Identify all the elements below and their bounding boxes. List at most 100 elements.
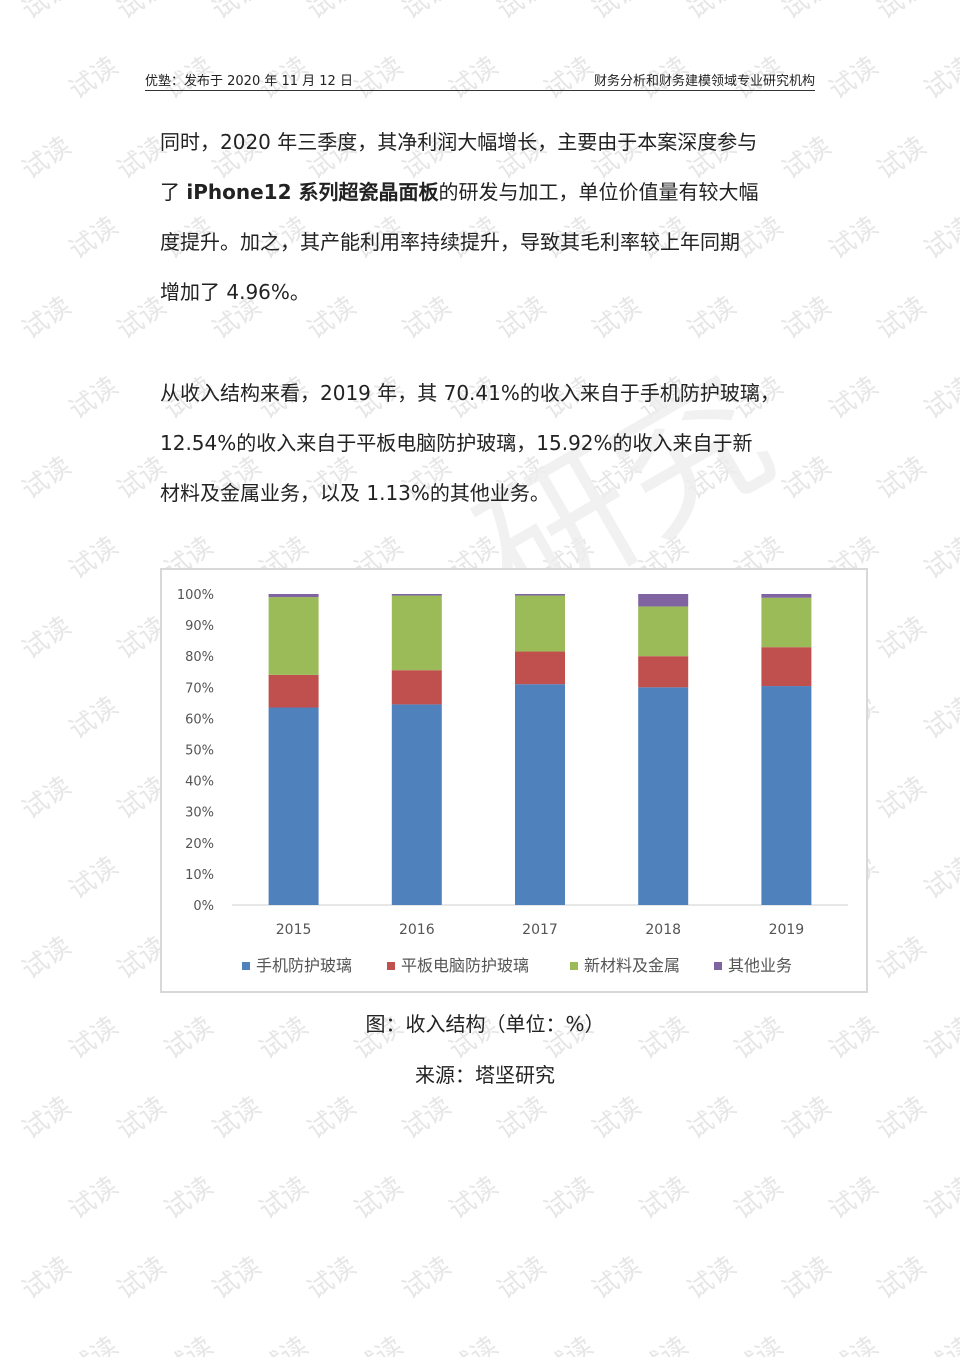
paragraph-line: 同时，2020 年三季度，其净利润大幅增长，主要由于本案深度参与	[160, 130, 758, 154]
watermark-text: 试读	[302, 0, 362, 26]
watermark-text: 试读	[919, 211, 960, 265]
watermark-text: 试读	[397, 1091, 457, 1145]
watermark-text: 试读	[17, 1091, 77, 1145]
watermark-text: 试读	[824, 211, 884, 265]
paragraph-line: 12.54%的收入来自于平板电脑防护玻璃，15.92%的收入来自于新	[160, 431, 753, 455]
bar-segment	[268, 707, 319, 905]
paragraph-line: 材料及金属业务，以及 1.13%的其他业务。	[160, 481, 550, 505]
bar-segment	[638, 687, 689, 905]
watermark-text: 试读	[872, 291, 932, 345]
watermark-text: 试读	[64, 371, 124, 425]
watermark-text: 试读	[302, 1091, 362, 1145]
watermark-text: 试读	[919, 691, 960, 745]
watermark-text: 试读	[64, 1011, 124, 1065]
watermark-text: 试读	[919, 531, 960, 585]
watermark-text: 试读	[444, 1331, 504, 1357]
x-tick-label: 2016	[399, 922, 435, 938]
watermark-text: 试读	[777, 1091, 837, 1145]
paragraph-line: 度提升。加之，其产能利用率持续提升，导致其毛利率较上年同期	[160, 230, 740, 254]
legend-item: 新材料及金属	[570, 956, 680, 975]
watermark-text: 试读	[872, 1091, 932, 1145]
legend-item: 其他业务	[714, 956, 792, 975]
x-tick-label: 2017	[522, 922, 558, 938]
watermark-text: 试读	[444, 1171, 504, 1225]
watermark-text: 试读	[492, 1091, 552, 1145]
watermark-text: 试读	[254, 1171, 314, 1225]
watermark-text: 试读	[824, 51, 884, 105]
watermark-text: 试读	[872, 931, 932, 985]
watermark-text: 试读	[872, 1251, 932, 1305]
watermark-text: 试读	[17, 1251, 77, 1305]
y-tick-label: 40%	[185, 775, 214, 790]
watermark-text: 试读	[919, 1331, 960, 1357]
watermark-text: 试读	[64, 51, 124, 105]
legend-swatch	[242, 962, 250, 970]
paragraph-line: 从收入结构来看，2019 年，其 70.41%的收入来自于手机防护玻璃，	[160, 381, 780, 405]
watermark-text: 试读	[112, 1251, 172, 1305]
bar-segment	[761, 647, 812, 687]
watermark-text: 试读	[682, 1091, 742, 1145]
chart-svg: 0% 10% 20% 30% 40% 50% 60% 70% 80% 90% 100% 2015 201…	[177, 588, 848, 975]
watermark-text: 试读	[634, 1171, 694, 1225]
watermark-text: 试读	[17, 931, 77, 985]
watermark-text: 试读	[64, 691, 124, 745]
watermark-text: 试读	[824, 1331, 884, 1357]
y-tick-label: 0%	[193, 899, 214, 914]
bar-segment	[515, 594, 565, 596]
watermark-text: 试读	[64, 1171, 124, 1225]
watermark-text: 试读	[112, 1091, 172, 1145]
bar-segment	[638, 656, 689, 688]
watermark-text: 试读	[17, 451, 77, 505]
x-tick-label: 2019	[769, 922, 805, 938]
watermark-text: 试读	[17, 131, 77, 185]
watermark-text: 试读	[397, 1251, 457, 1305]
y-tick-label: 20%	[185, 837, 214, 852]
watermark-text: 试读	[919, 371, 960, 425]
watermark-text: 试读	[587, 1091, 647, 1145]
watermark-text: 试读	[682, 0, 742, 26]
bar-segment	[515, 595, 565, 652]
watermark-text: 试读	[349, 1171, 409, 1225]
watermark-text: 试读	[872, 131, 932, 185]
watermark-text: 试读	[919, 1171, 960, 1225]
paragraph-revenue-structure: 从收入结构来看，2019 年，其 70.41%的收入来自于手机防护玻璃， 12.…	[160, 368, 810, 518]
bar-segment	[515, 651, 565, 685]
watermark-text: 试读	[17, 771, 77, 825]
watermark-text: 试读	[207, 1251, 267, 1305]
y-tick-label: 50%	[185, 744, 214, 759]
bar-segment	[391, 594, 442, 596]
watermark-text: 试读	[919, 851, 960, 905]
legend-label: 其他业务	[728, 956, 792, 975]
watermark-text: 试读	[777, 0, 837, 26]
header-publish-date: 优塾：发布于 2020 年 11 月 12 日	[145, 74, 353, 89]
watermark-text: 试读	[919, 1011, 960, 1065]
watermark-text: 试读	[492, 0, 552, 26]
watermark-text: 试读	[159, 1331, 219, 1357]
watermark-text: 试读	[824, 1011, 884, 1065]
y-tick-label: 30%	[185, 806, 214, 821]
watermark-text: 试读	[777, 1251, 837, 1305]
watermark-text: 试读	[872, 451, 932, 505]
legend-label: 手机防护玻璃	[256, 956, 352, 975]
bar-segment	[761, 597, 812, 648]
watermark-text: 试读	[539, 1331, 599, 1357]
watermark-text: 试读	[64, 211, 124, 265]
watermark-text: 试读	[492, 1251, 552, 1305]
y-tick-label: 10%	[185, 868, 214, 883]
paragraph-line: 了 iPhone12 系列超瓷晶面板的研发与加工，单位价值量有较大幅	[160, 167, 810, 217]
bar-segment	[391, 704, 442, 905]
legend-label: 新材料及金属	[584, 956, 680, 975]
watermark-text: 试读	[539, 1171, 599, 1225]
legend-item: 手机防护玻璃	[242, 956, 352, 975]
watermark-text: 试读	[682, 1251, 742, 1305]
bold-product-name: iPhone12 系列超瓷晶面板	[186, 180, 439, 204]
watermark-text: 试读	[64, 1331, 124, 1357]
bar-segment	[638, 594, 689, 607]
revenue-structure-chart: 0% 10% 20% 30% 40% 50% 60% 70% 80% 90% 100% 2015 201…	[160, 568, 868, 993]
legend-swatch	[387, 962, 395, 970]
watermark-text: 试读	[397, 0, 457, 26]
bar-segment	[391, 595, 442, 671]
legend-swatch	[570, 962, 578, 970]
figure-source: 来源：塔坚研究	[415, 1063, 555, 1087]
watermark-text: 试读	[17, 0, 77, 26]
